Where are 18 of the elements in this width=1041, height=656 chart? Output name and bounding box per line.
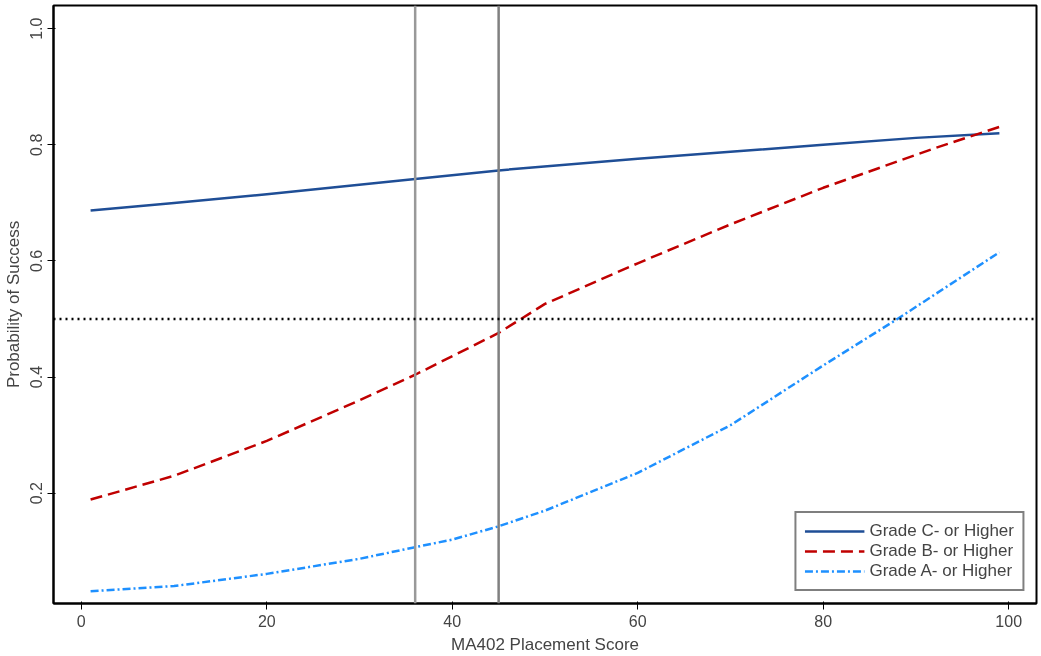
x-axis-title: MA402 Placement Score xyxy=(450,634,640,654)
x-tick-label: 20 xyxy=(257,612,276,630)
legend-label: Grade C- or Higher xyxy=(869,521,1014,541)
line-series xyxy=(89,131,1001,212)
legend-label: Grade B- or Higher xyxy=(869,541,1014,561)
x-tick-label: 60 xyxy=(628,612,647,630)
y-tick-label: 0.8 xyxy=(28,133,46,156)
x-tick-label: 80 xyxy=(814,612,833,630)
y-tick-label: 0.6 xyxy=(28,249,46,273)
y-tick-label: 0.4 xyxy=(28,365,46,389)
y-tick-label: 0.2 xyxy=(28,481,46,505)
y-axis-title: Probability of Success xyxy=(3,220,23,389)
y-tick-label: 1.0 xyxy=(28,17,46,40)
x-tick-label: 0 xyxy=(76,612,86,630)
x-tick-label: 40 xyxy=(443,612,462,630)
legend-label: Grade A- or Higher xyxy=(869,561,1013,581)
line-series xyxy=(89,125,1001,501)
x-tick-label: 100 xyxy=(995,612,1023,630)
